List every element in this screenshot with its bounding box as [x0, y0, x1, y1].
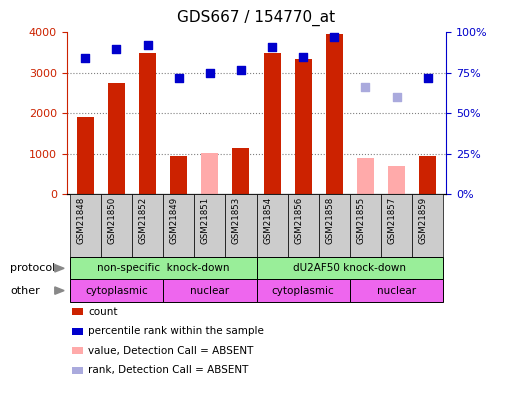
Bar	[264, 53, 281, 194]
Point	[392, 94, 401, 100]
Text: nuclear: nuclear	[190, 286, 229, 296]
Text: GSM21851: GSM21851	[201, 196, 210, 244]
Point	[237, 66, 245, 73]
Text: GSM21848: GSM21848	[76, 196, 85, 244]
Text: dU2AF50 knock-down: dU2AF50 knock-down	[293, 263, 406, 273]
Bar	[419, 156, 436, 194]
Bar	[201, 153, 219, 194]
Text: cytoplasmic: cytoplasmic	[272, 286, 334, 296]
Text: GSM21859: GSM21859	[419, 196, 428, 243]
Point	[268, 44, 276, 50]
Text: non-specific  knock-down: non-specific knock-down	[97, 263, 229, 273]
Bar	[108, 83, 125, 194]
Bar	[170, 156, 187, 194]
Bar	[77, 117, 94, 194]
Text: GSM21852: GSM21852	[139, 196, 148, 244]
Point	[299, 53, 307, 60]
Text: protocol: protocol	[10, 263, 55, 273]
Bar	[139, 53, 156, 194]
Point	[424, 75, 432, 81]
Text: GSM21853: GSM21853	[232, 196, 241, 244]
Text: count: count	[88, 307, 118, 317]
Point	[330, 34, 339, 40]
Text: GSM21856: GSM21856	[294, 196, 303, 244]
Point	[174, 75, 183, 81]
Bar	[294, 59, 312, 194]
Bar	[326, 34, 343, 194]
Text: GSM21850: GSM21850	[108, 196, 116, 244]
Point	[112, 45, 121, 52]
Text: rank, Detection Call = ABSENT: rank, Detection Call = ABSENT	[88, 365, 249, 375]
Text: GSM21855: GSM21855	[357, 196, 365, 244]
Text: value, Detection Call = ABSENT: value, Detection Call = ABSENT	[88, 346, 253, 356]
Text: nuclear: nuclear	[377, 286, 416, 296]
Bar	[388, 166, 405, 194]
Point	[81, 55, 89, 62]
Text: GSM21849: GSM21849	[170, 196, 179, 243]
Bar	[232, 148, 249, 194]
Text: GDS667 / 154770_at: GDS667 / 154770_at	[177, 10, 336, 26]
Text: percentile rank within the sample: percentile rank within the sample	[88, 326, 264, 336]
Text: cytoplasmic: cytoplasmic	[85, 286, 148, 296]
Point	[361, 84, 369, 91]
Point	[144, 42, 152, 49]
Point	[206, 70, 214, 76]
Text: other: other	[10, 286, 40, 296]
Text: GSM21857: GSM21857	[387, 196, 397, 244]
Text: GSM21858: GSM21858	[325, 196, 334, 244]
Bar	[357, 158, 374, 194]
Text: GSM21854: GSM21854	[263, 196, 272, 244]
